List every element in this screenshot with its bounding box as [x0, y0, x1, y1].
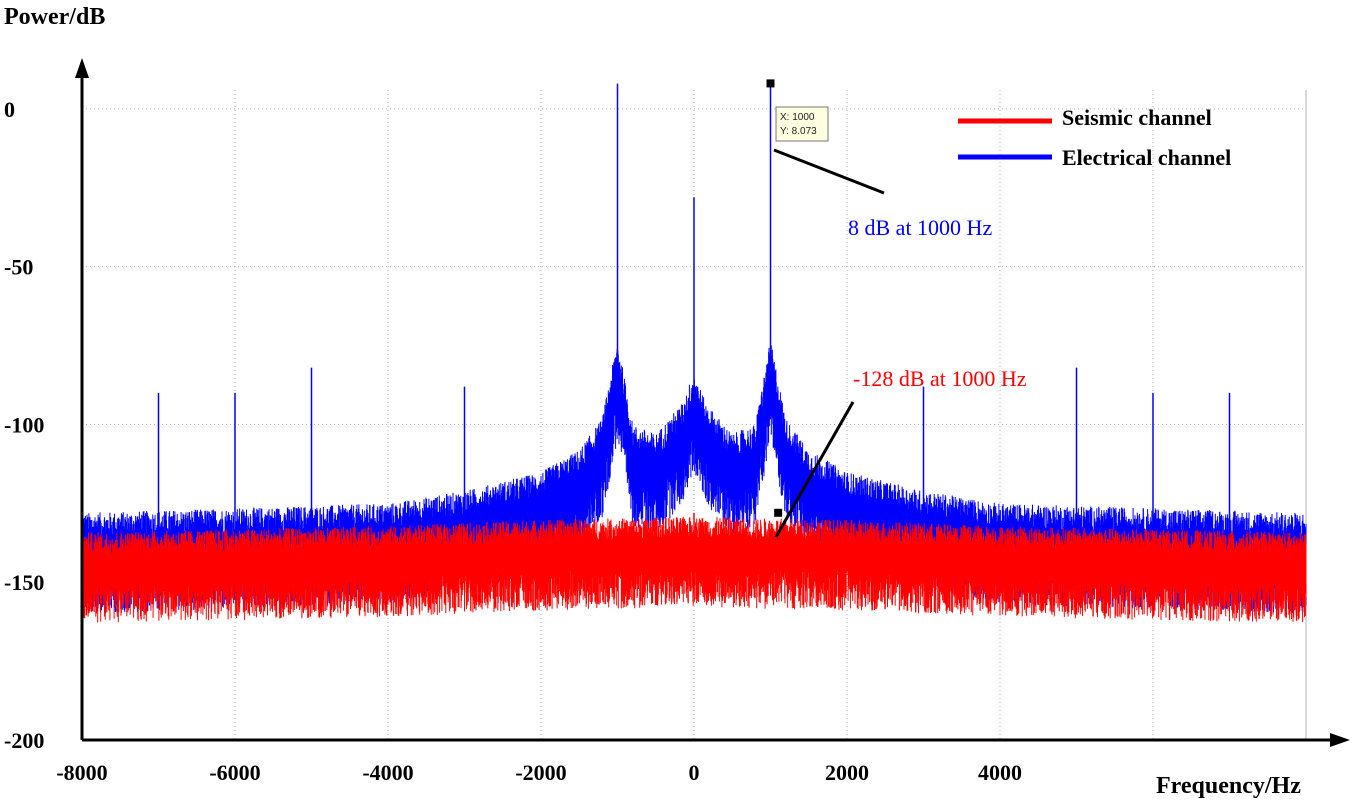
- y-axis-title: Power/dB: [4, 4, 105, 30]
- datatip-x-value: X: 1000: [780, 112, 815, 123]
- y-tick-label: -100: [4, 412, 44, 437]
- annotations: 8 dB at 1000 Hz -128 dB at 1000 Hz X: 10…: [766, 79, 1027, 538]
- y-tick-label: -200: [4, 728, 44, 753]
- y-axis-arrow-icon: [75, 58, 89, 78]
- datatip-box: X: 1000 Y: 8.073: [775, 106, 829, 142]
- x-axis-arrow-icon: [1330, 733, 1350, 747]
- annotation-leader-seismic: [774, 401, 855, 538]
- x-tick-label: 4000: [978, 760, 1022, 785]
- annotation-seismic: -128 dB at 1000 Hz: [853, 366, 1027, 391]
- y-tick-label: -150: [4, 570, 44, 595]
- legend-label-electrical: Electrical channel: [1062, 145, 1231, 170]
- datatip-marker-electrical: [766, 79, 775, 88]
- tick-labels: -8000 -6000 -4000 -2000 0 2000 4000 0 -50 -100 -15…: [4, 97, 1022, 785]
- x-tick-label: 0: [689, 760, 700, 785]
- legend-label-seismic: Seismic channel: [1062, 105, 1212, 130]
- x-tick-label: -4000: [362, 760, 413, 785]
- y-tick-label: -50: [4, 255, 33, 280]
- datatip-y-value: Y: 8.073: [780, 126, 817, 137]
- y-tick-label: 0: [4, 97, 15, 122]
- datatip-marker-seismic: [774, 508, 783, 517]
- annotation-leader-electrical: [773, 148, 885, 195]
- x-axis-title: Frequency/Hz: [1156, 773, 1301, 799]
- x-tick-label: -2000: [515, 760, 566, 785]
- annotation-electrical: 8 dB at 1000 Hz: [848, 215, 992, 240]
- x-tick-label: -6000: [209, 760, 260, 785]
- axes: [75, 58, 1350, 747]
- legend: Seismic channel Electrical channel: [958, 105, 1231, 170]
- x-tick-label: 2000: [825, 760, 869, 785]
- x-tick-label: -8000: [56, 760, 107, 785]
